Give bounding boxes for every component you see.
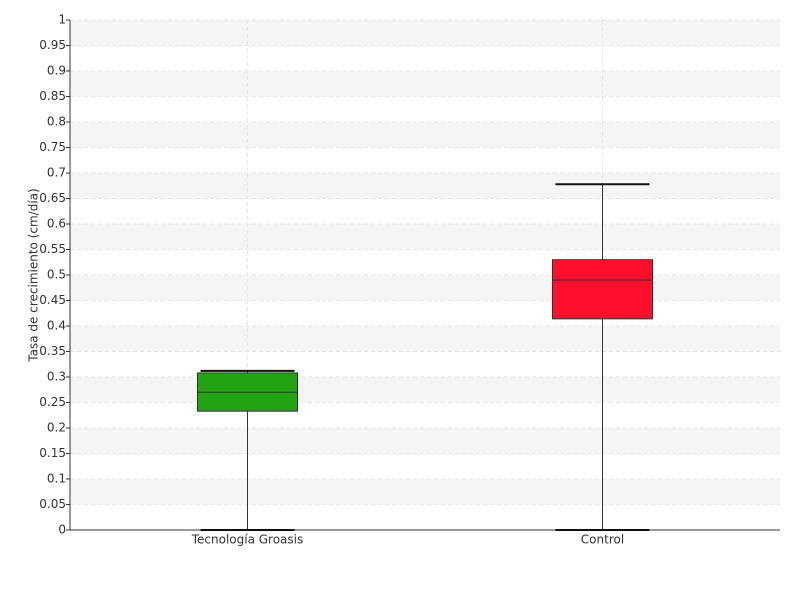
y-tick-label: 0.35 [39, 344, 66, 358]
y-tick-label: 0.9 [47, 64, 66, 78]
y-tick-label: 0.15 [39, 446, 66, 460]
y-tick-label: 0.55 [39, 242, 66, 256]
y-tick-label: 0.5 [47, 268, 66, 282]
y-tick-label: 0.3 [47, 370, 66, 384]
grid-band [70, 173, 780, 199]
y-tick-label: 0.05 [39, 497, 66, 511]
y-tick-label: 1 [58, 13, 66, 27]
y-tick-label: 0.8 [47, 115, 66, 129]
y-tick-label: 0.2 [47, 421, 66, 435]
y-tick-label: 0 [58, 523, 66, 537]
y-tick-label: 0.45 [39, 293, 66, 307]
y-tick-label: 0.75 [39, 140, 66, 154]
y-tick-label: 0.4 [47, 319, 66, 333]
grid-band [70, 275, 780, 301]
grid-band [70, 224, 780, 250]
y-tick-label: 0.25 [39, 395, 66, 409]
grid-band [70, 20, 780, 46]
y-tick-label: 0.7 [47, 166, 66, 180]
grid-band [70, 377, 780, 403]
box [552, 259, 653, 320]
x-tick-label: Control [581, 533, 624, 547]
y-tick-label: 0.65 [39, 191, 66, 205]
x-tick-label: Tecnología Groasis [191, 533, 304, 547]
y-tick-label: 0.95 [39, 38, 66, 52]
grid-band [70, 479, 780, 505]
grid-band [70, 428, 780, 454]
grid-band [70, 122, 780, 148]
y-tick-label: 0.6 [47, 217, 66, 231]
y-axis-label: Tasa de crecimiento (cm/día) [27, 188, 41, 362]
y-tick-label: 0.1 [47, 472, 66, 486]
grid-band [70, 326, 780, 352]
y-tick-label: 0.85 [39, 89, 66, 103]
grid-band [70, 71, 780, 97]
